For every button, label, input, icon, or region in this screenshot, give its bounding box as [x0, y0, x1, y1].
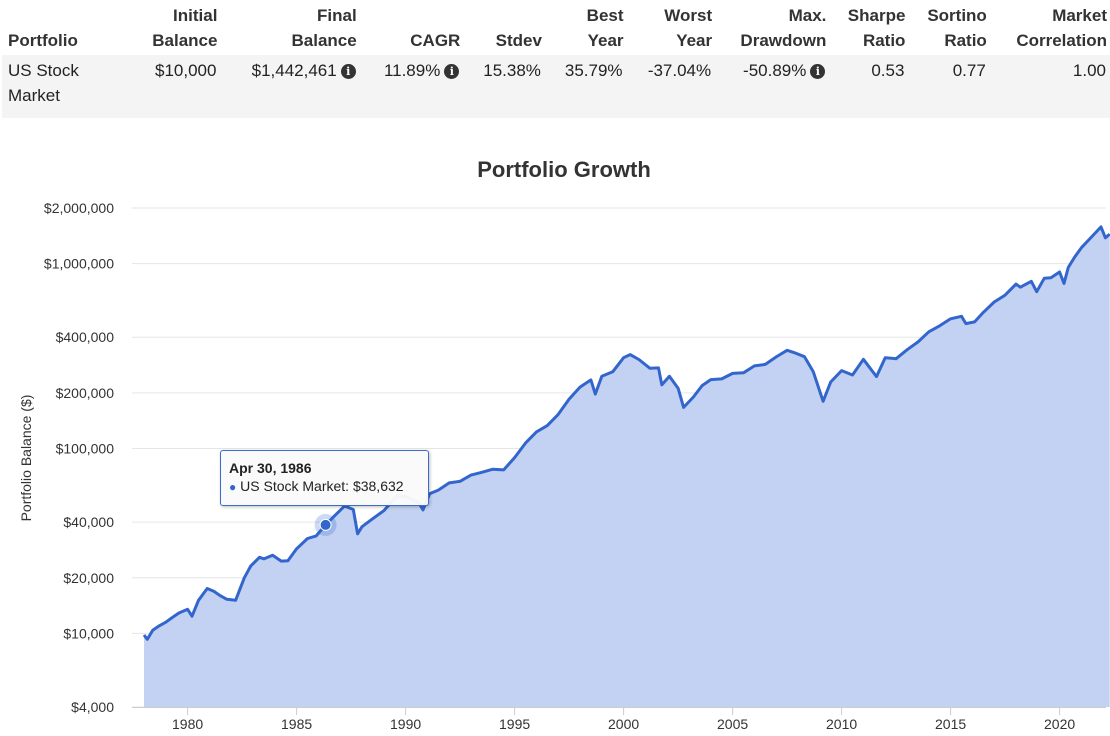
col-header-stdev: Stdev — [495, 31, 542, 50]
tooltip-series-row: ● US Stock Market: $38,632 — [229, 478, 404, 494]
x-tick-label: 1980 — [172, 716, 203, 732]
col-header-portfolio: Portfolio — [8, 31, 78, 50]
area-layer — [142, 225, 1110, 707]
info-icon[interactable]: i — [810, 64, 826, 79]
series-dot-icon: ● — [229, 480, 237, 494]
tooltip-date: Apr 30, 1986 — [229, 460, 312, 476]
portfolio-stats-table: Portfolio Initial Balance Final Balance CA… — [2, 0, 1110, 118]
cell-stdev: 15.38% — [463, 55, 545, 118]
chart-tooltip: Apr 30, 1986 ● US Stock Market: $38,632 — [220, 450, 429, 506]
x-tick-label: 2005 — [717, 716, 748, 732]
x-tick-label: 2010 — [826, 716, 857, 732]
info-icon[interactable]: i — [340, 64, 356, 79]
chart-title: Portfolio Growth — [477, 157, 651, 182]
hover-marker-layer — [314, 513, 337, 536]
y-tick-label: $100,000 — [56, 441, 115, 457]
table-row: US Stock Market $10,000 $1,442,461 i 11.8… — [2, 55, 1110, 118]
y-tick-label: $40,000 — [63, 514, 114, 530]
col-header-worst-year: Worst Year — [664, 6, 713, 50]
y-tick-label: $4,000 — [71, 699, 114, 715]
cell-best-year: 35.79% — [544, 55, 627, 118]
cell-max-drawdown: -50.89% i — [715, 55, 830, 118]
y-tick-label: $200,000 — [56, 385, 115, 401]
x-tick-label: 1985 — [281, 716, 312, 732]
cagr-value: 11.89% — [383, 61, 441, 80]
y-tick-label: $1,000,000 — [44, 256, 114, 272]
x-tick-label: 2015 — [935, 716, 966, 732]
col-header-max-drawdown: Max. Drawdown — [740, 6, 827, 50]
cell-market-correlation: 1.00 — [989, 55, 1110, 118]
cell-portfolio: US Stock Market — [2, 55, 132, 118]
x-tick-label: 2000 — [608, 716, 639, 732]
col-header-final-balance: Final Balance — [291, 6, 357, 50]
series-line — [142, 225, 1110, 641]
y-tick-label: $400,000 — [56, 329, 115, 345]
series-area — [144, 226, 1110, 707]
cell-worst-year: -37.04% — [626, 55, 716, 118]
max-drawdown-value: -50.89% — [743, 61, 807, 80]
y-tick-label: $20,000 — [63, 570, 114, 586]
table-header-row: Portfolio Initial Balance Final Balance CA… — [2, 0, 1110, 55]
info-icon[interactable]: i — [444, 64, 460, 79]
x-tick-label: 1990 — [390, 716, 421, 732]
col-header-initial-balance: Initial Balance — [152, 6, 218, 50]
axes: $4,000 $10,000 $20,000 $40,000 $100,000 $200,… — [44, 200, 1106, 732]
y-tick-label: $10,000 — [63, 625, 114, 641]
col-header-sortino-ratio: Sortino Ratio — [927, 6, 987, 50]
x-tick-label: 1995 — [499, 716, 530, 732]
final-balance-value: $1,442,461 — [251, 61, 337, 80]
cell-initial-balance: $10,000 — [132, 55, 221, 118]
col-header-best-year: Best Year — [586, 6, 624, 50]
cell-sortino-ratio: 0.77 — [908, 55, 990, 118]
cell-sharpe-ratio: 0.53 — [829, 55, 909, 118]
y-tick-label: $2,000,000 — [44, 200, 114, 216]
hover-point — [319, 518, 332, 531]
tooltip-series-name: US Stock Market — [240, 478, 346, 494]
col-header-cagr: CAGR — [410, 31, 461, 50]
col-header-market-correlation: Market Correlation — [1016, 6, 1107, 50]
cell-final-balance: $1,442,461 i — [220, 55, 360, 118]
cell-cagr: 11.89% i — [359, 55, 464, 118]
x-tick-label: 2020 — [1044, 716, 1075, 732]
col-header-sharpe-ratio: Sharpe Ratio — [847, 6, 906, 50]
tooltip-value: $38,632 — [352, 478, 404, 494]
